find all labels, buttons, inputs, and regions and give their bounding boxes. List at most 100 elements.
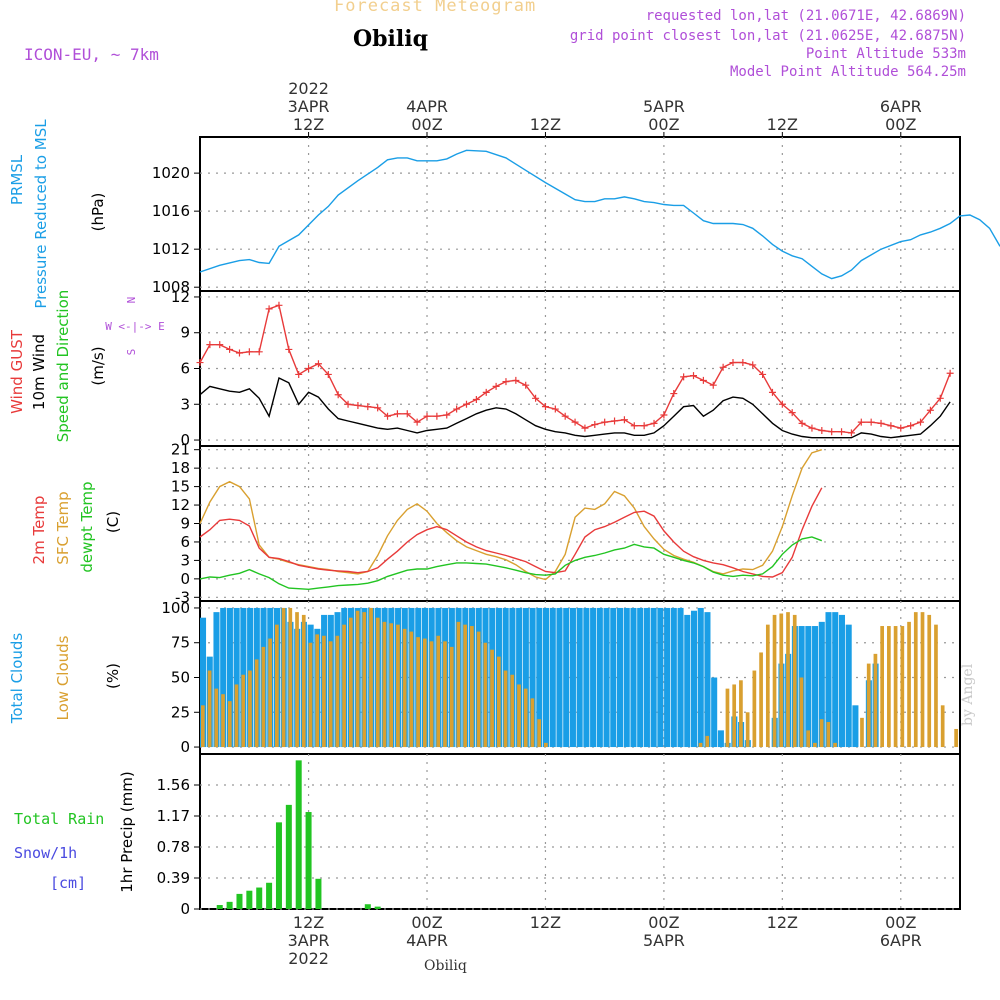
total-clouds-bar	[610, 607, 617, 748]
wind-label-gust: Wind GUST	[8, 329, 26, 414]
low-clouds-bar	[517, 684, 521, 748]
wind-gust-marker	[818, 427, 826, 434]
total-clouds-bar	[677, 607, 684, 748]
wind-gust-marker	[719, 363, 727, 371]
low-clouds-bar	[496, 656, 501, 748]
wind-gust-marker	[443, 411, 451, 419]
total-rain-bar	[305, 812, 312, 909]
wind-gust-marker	[245, 348, 253, 356]
2m-temp-series-line	[199, 487, 823, 578]
total-clouds-bar	[805, 626, 812, 748]
wind-gust-marker	[877, 419, 885, 427]
total-rain-bar	[236, 893, 243, 909]
wind-gust-marker	[611, 417, 619, 425]
precip-tick-label: 0	[180, 900, 190, 918]
wind-gust-marker	[917, 418, 925, 426]
requested-coords: requested lon,lat (21.0671E, 42.6869N)	[645, 8, 966, 24]
low-clouds-bar	[416, 637, 420, 748]
total-clouds-bar	[664, 607, 671, 748]
wind-gust-marker	[936, 394, 944, 402]
product-title: Forecast Meteogram	[334, 0, 537, 16]
bottom-time-label: 12Z	[293, 913, 324, 932]
wind-gust-marker	[709, 381, 717, 389]
wind-tick-label: 3	[180, 395, 190, 413]
total-clouds-bar	[818, 621, 825, 748]
total-clouds-bar	[549, 607, 556, 748]
temp-tick-label: 15	[171, 478, 190, 496]
bottom-time-label: 6APR	[880, 931, 922, 950]
top-time-label: 12Z	[293, 115, 324, 134]
precip-label-cm: [cm]	[50, 874, 86, 892]
total-clouds-bar	[226, 607, 233, 748]
wind-gust-marker	[581, 424, 589, 432]
low-clouds-bar	[436, 635, 441, 748]
low-clouds-bar	[927, 614, 932, 748]
wind-gust-marker	[295, 370, 303, 378]
low-clouds-bar	[940, 705, 945, 748]
precip-tick-label: 1.56	[157, 776, 190, 794]
model-point-altitude: Model Point Altitude 564.25m	[729, 64, 966, 80]
low-clouds-bar	[463, 624, 468, 748]
total-clouds-bar	[643, 607, 650, 748]
wind-gust-marker	[512, 376, 520, 384]
low-clouds-bar	[530, 698, 535, 748]
total-rain-bar	[266, 882, 273, 909]
total-clouds-bar	[200, 617, 207, 748]
bottom-time-label: 3APR	[288, 931, 330, 950]
total-rain-bar	[226, 901, 233, 909]
total-clouds-bar	[825, 612, 832, 748]
wind-gust-marker	[847, 429, 855, 437]
station-title: Obiliq	[353, 26, 429, 52]
wind-gust-marker	[798, 419, 806, 427]
low-clouds-bar	[880, 626, 884, 748]
wind-gust-marker	[344, 400, 352, 408]
wind-gust-marker	[235, 349, 243, 357]
low-clouds-bar	[348, 617, 353, 748]
bottom-time-label: 00Z	[411, 913, 442, 932]
top-time-label: 12Z	[530, 115, 561, 134]
total-rain-bar	[256, 887, 263, 909]
wind-gust-marker	[502, 378, 510, 386]
low-clouds-bar	[806, 730, 811, 748]
total-rain-bar	[315, 878, 322, 909]
total-clouds-bar	[711, 677, 718, 748]
top-time-label: 5APR	[643, 97, 685, 116]
bottom-time-label: 5APR	[643, 931, 685, 950]
low-clouds-bar	[813, 742, 817, 748]
low-clouds-bar	[369, 607, 373, 748]
wind-gust-marker	[482, 388, 490, 396]
precip-tick-label: 0.78	[157, 838, 190, 856]
wind-gust-marker	[601, 418, 609, 426]
wind-tick-label: 12	[171, 288, 190, 306]
wind-gust-marker	[729, 359, 737, 367]
pressure-unit: (hPa)	[89, 193, 107, 232]
low-clouds-bar	[322, 635, 326, 748]
wind-gust-marker	[265, 305, 273, 313]
low-clouds-bar	[470, 626, 474, 748]
temp-tick-label: 3	[180, 551, 190, 569]
low-clouds-bar	[355, 610, 360, 748]
precip-panel-frame	[199, 753, 961, 910]
total-clouds-bar	[670, 607, 677, 748]
low-clouds-bar	[483, 642, 488, 748]
wind-gust-marker	[255, 348, 263, 356]
temp-label-dewpt: dewpt Temp	[78, 481, 96, 572]
low-clouds-bar	[725, 688, 730, 748]
total-rain-bar	[275, 822, 282, 909]
low-clouds-bar	[288, 607, 293, 748]
total-clouds-bar	[845, 624, 852, 748]
total-clouds-bar	[684, 614, 691, 748]
total-clouds-bar	[623, 607, 630, 748]
low-clouds-bar	[429, 641, 434, 748]
total-clouds-bar	[812, 626, 819, 748]
wind-label-speed-dir: Speed and Direction	[54, 290, 72, 443]
low-clouds-bar	[234, 684, 239, 748]
pressure-panel-frame	[199, 136, 961, 292]
low-clouds-bar	[934, 624, 938, 748]
dewpt-temp-series-line	[199, 536, 823, 591]
total-clouds-bar	[516, 607, 523, 748]
pressure-series-line	[199, 149, 1000, 280]
total-clouds-bar	[543, 607, 550, 748]
wind-gust-marker	[788, 409, 796, 417]
